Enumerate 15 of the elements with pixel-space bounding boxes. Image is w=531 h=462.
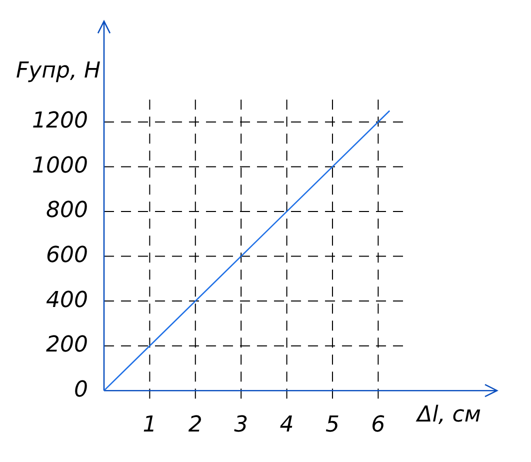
x-tick-label: 4 bbox=[280, 412, 294, 438]
y-tick-label: 200 bbox=[46, 332, 88, 358]
y-tick-label: 0 bbox=[74, 377, 88, 402]
y-tick-label: 1200 bbox=[32, 108, 88, 134]
x-tick-label: 1 bbox=[142, 412, 157, 438]
y-tick-label: 800 bbox=[46, 198, 88, 224]
x-tick-label: 6 bbox=[371, 412, 386, 438]
x-tick-label: 5 bbox=[325, 412, 340, 438]
y-axis-title: Fупр, Н bbox=[16, 58, 101, 84]
y-tick-label: 1000 bbox=[32, 153, 88, 178]
x-axis-title: Δl, см bbox=[415, 402, 481, 428]
x-tick-label: 2 bbox=[188, 412, 202, 438]
x-tick-label: 3 bbox=[234, 412, 248, 438]
y-tick-label: 400 bbox=[46, 288, 88, 313]
y-tick-label: 600 bbox=[46, 242, 88, 268]
